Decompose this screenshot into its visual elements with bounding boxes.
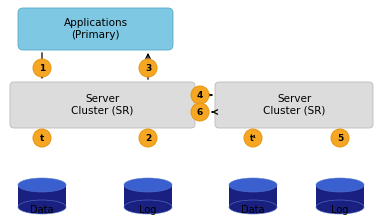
- FancyBboxPatch shape: [10, 82, 195, 128]
- Ellipse shape: [124, 200, 172, 214]
- FancyBboxPatch shape: [18, 8, 173, 50]
- Text: Server
Cluster (SR): Server Cluster (SR): [71, 94, 134, 116]
- Text: Data: Data: [30, 205, 54, 215]
- FancyBboxPatch shape: [124, 185, 172, 207]
- Ellipse shape: [18, 178, 66, 192]
- Text: Applications
(Primary): Applications (Primary): [64, 18, 128, 40]
- Circle shape: [139, 59, 157, 77]
- Circle shape: [33, 129, 51, 147]
- Circle shape: [331, 129, 349, 147]
- Circle shape: [139, 129, 157, 147]
- Text: 3: 3: [145, 63, 151, 73]
- Ellipse shape: [229, 200, 277, 214]
- FancyBboxPatch shape: [316, 185, 364, 207]
- Text: Server
Cluster (SR): Server Cluster (SR): [263, 94, 325, 116]
- Text: t: t: [40, 133, 44, 143]
- Text: 5: 5: [337, 133, 343, 143]
- FancyBboxPatch shape: [229, 185, 277, 207]
- FancyBboxPatch shape: [18, 185, 66, 207]
- Text: 2: 2: [145, 133, 151, 143]
- Ellipse shape: [316, 200, 364, 214]
- Circle shape: [191, 103, 209, 121]
- Circle shape: [244, 129, 262, 147]
- Circle shape: [33, 59, 51, 77]
- Ellipse shape: [124, 178, 172, 192]
- Ellipse shape: [229, 178, 277, 192]
- FancyBboxPatch shape: [215, 82, 373, 128]
- Text: 6: 6: [197, 107, 203, 116]
- Ellipse shape: [316, 178, 364, 192]
- Text: Log: Log: [331, 205, 349, 215]
- Text: 4: 4: [197, 90, 203, 99]
- Text: Data: Data: [241, 205, 265, 215]
- Text: t¹: t¹: [250, 133, 256, 143]
- Ellipse shape: [18, 200, 66, 214]
- Circle shape: [191, 86, 209, 104]
- Text: Log: Log: [139, 205, 157, 215]
- Text: 1: 1: [39, 63, 45, 73]
